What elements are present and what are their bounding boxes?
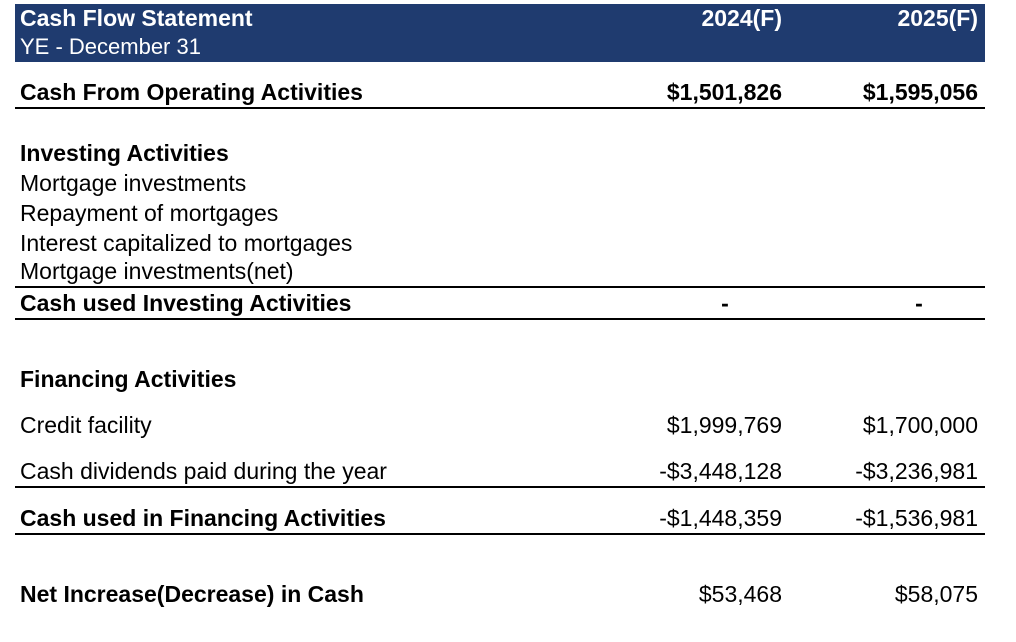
financing-row-label: Cash dividends paid during the year (20, 458, 387, 484)
investing-item-label: Interest capitalized to mortgages (20, 230, 353, 256)
statement-title: Cash Flow Statement (20, 5, 253, 31)
financing-row-value-2024: $1,999,769 (666, 412, 782, 438)
table-header: Cash Flow Statement YE - December 31 202… (15, 4, 985, 62)
financing-row: Cash dividends paid during the year -$3,… (15, 456, 985, 488)
statement-subtitle: YE - December 31 (20, 34, 201, 59)
investing-item-label: Repayment of mortgages (20, 200, 279, 226)
net-change-row: Net Increase(Decrease) in Cash $53,468 $… (15, 579, 985, 609)
investing-heading-row: Investing Activities (15, 138, 985, 168)
operating-value-2024: $1,501,826 (666, 79, 782, 105)
operating-row: Cash From Operating Activities $1,501,82… (15, 77, 985, 109)
net-change-2024: $53,468 (698, 581, 782, 607)
investing-total-row: Cash used Investing Activities - - (15, 286, 985, 320)
investing-heading: Investing Activities (20, 140, 229, 166)
operating-value-2025: $1,595,056 (862, 79, 978, 105)
financing-row-value-2025: -$3,236,981 (855, 458, 978, 484)
operating-label: Cash From Operating Activities (20, 79, 363, 105)
investing-item-row: Repayment of mortgages (15, 198, 985, 228)
investing-item-row: Mortgage investments (15, 168, 985, 198)
investing-total-label: Cash used Investing Activities (20, 290, 352, 316)
investing-item-row: Mortgage investments(net) (15, 256, 985, 286)
column-header-2024: 2024(F) (701, 5, 782, 31)
financing-total-2024: -$1,448,359 (659, 505, 782, 531)
financing-row-label: Credit facility (20, 412, 152, 438)
investing-item-label: Mortgage investments (20, 170, 247, 196)
financing-heading-row: Financing Activities (15, 364, 985, 394)
investing-item-label: Mortgage investments(net) (20, 258, 294, 284)
investing-total-2024: - (721, 290, 729, 316)
column-header-2025: 2025(F) (897, 5, 978, 31)
financing-total-label: Cash used in Financing Activities (20, 505, 386, 531)
net-change-2025: $58,075 (894, 581, 978, 607)
financing-row-value-2024: -$3,448,128 (659, 458, 782, 484)
financing-total-row: Cash used in Financing Activities -$1,44… (15, 503, 985, 535)
financing-heading: Financing Activities (20, 366, 237, 392)
investing-item-row: Interest capitalized to mortgages (15, 228, 985, 258)
net-change-label: Net Increase(Decrease) in Cash (20, 581, 364, 607)
financing-row-value-2025: $1,700,000 (862, 412, 978, 438)
investing-total-2025: - (915, 290, 923, 316)
financing-row: Credit facility $1,999,769 $1,700,000 (15, 410, 985, 440)
financing-total-2025: -$1,536,981 (855, 505, 978, 531)
